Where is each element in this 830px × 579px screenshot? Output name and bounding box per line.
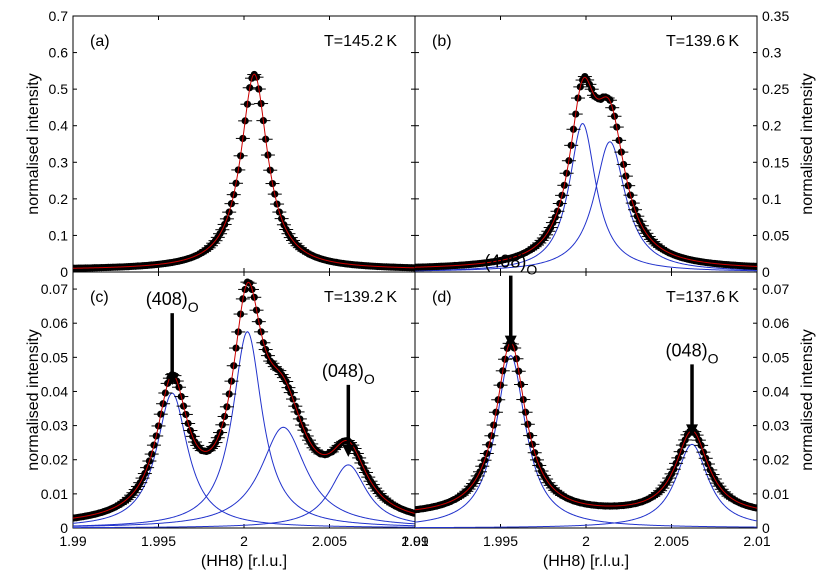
y-tick-label: 0.03 [762, 418, 789, 434]
y-tick-label: 0 [762, 264, 770, 280]
axes-frame [414, 15, 758, 273]
y-axis-label: normalised intensity [799, 329, 816, 470]
peak-arrowhead [504, 335, 517, 348]
y-tick-label: 0.05 [41, 349, 68, 365]
reflection-subscript: O [364, 371, 375, 387]
component-fit-line [415, 141, 757, 272]
chart-panel: 0 0.01 0.02 0.03 0.04 0.05 0.06 0.07 1.99 1.995 2 2… [401, 252, 816, 570]
axes-frame [72, 15, 416, 273]
y-tick-label: 0.03 [41, 418, 68, 434]
reflection-label: (048)O [666, 340, 719, 366]
y-tick-label: 0.04 [41, 383, 68, 399]
panel-label: (a) [90, 33, 110, 50]
y-tick-label: 0.07 [762, 281, 789, 297]
reflection-label: (048)O [322, 361, 375, 387]
component-fit-line [73, 331, 415, 527]
chart-panel: 0 0.1 0.2 0.3 0.4 0.5 0.6 0.7 normalised intensi… [25, 8, 416, 280]
x-tick-label: 1.995 [141, 533, 176, 549]
x-tick-label: 1.995 [483, 533, 518, 549]
plot-area [415, 72, 757, 272]
chart-panel: 0 0.05 0.1 0.15 0.2 0.25 0.3 0.35 normalised int… [414, 8, 816, 280]
y-tick-label: 0.5 [49, 81, 69, 97]
component-fit-line [415, 443, 757, 528]
y-tick-label: 0.02 [41, 452, 68, 468]
component-fit-line [415, 355, 757, 528]
reflection-subscript: O [526, 262, 537, 278]
x-axis-label: (HH8) [r.l.u.] [543, 553, 629, 570]
reflection-index: (408) [484, 252, 526, 272]
reflection-label: (408)O [484, 252, 537, 278]
panel-label: (b) [432, 33, 452, 50]
reflection-index: (048) [322, 361, 364, 381]
axes-frame [72, 271, 416, 529]
y-tick-label: 0.25 [762, 81, 789, 97]
x-tick-label: 2.01 [401, 533, 428, 549]
y-tick-label: 0.01 [762, 486, 789, 502]
y-tick-label: 0.07 [41, 281, 68, 297]
x-tick-label: 1.99 [59, 533, 86, 549]
component-fit-line [73, 464, 415, 528]
panel-label: (c) [90, 289, 109, 306]
y-tick-label: 0.04 [762, 383, 789, 399]
temperature-annotation: T=139.2 K [324, 289, 397, 306]
y-tick-label: 0.1 [762, 191, 782, 207]
reflection-subscript: O [708, 350, 719, 366]
y-tick-label: 0 [60, 264, 68, 280]
y-tick-label: 0.6 [49, 45, 69, 61]
y-tick-label: 0.35 [762, 8, 789, 24]
reflection-subscript: O [188, 299, 199, 315]
y-tick-label: 0.05 [762, 349, 789, 365]
y-tick-label: 0.15 [762, 154, 789, 170]
peak-arrowhead [686, 424, 699, 437]
y-tick-label: 0.3 [49, 154, 69, 170]
x-tick-label: 1.99 [401, 533, 428, 549]
peak-arrowhead [166, 373, 179, 386]
temperature-annotation: T=137.6 K [666, 289, 739, 306]
x-tick-label: 2.005 [654, 533, 689, 549]
panel-label: (d) [432, 289, 452, 306]
y-tick-label: 0 [60, 520, 68, 536]
component-fit-line [73, 426, 415, 527]
reflection-index: (408) [146, 289, 188, 309]
y-axis-label: normalised intensity [25, 73, 42, 214]
plot-area [73, 70, 415, 272]
total-fit-line [415, 76, 757, 268]
plot-area [73, 278, 415, 528]
x-tick-label: 2.01 [743, 533, 770, 549]
y-tick-label: 0.2 [49, 191, 69, 207]
reflection-index: (048) [666, 340, 708, 360]
y-tick-label: 0.1 [49, 227, 69, 243]
chart-panel: 0 0.01 0.02 0.03 0.04 0.05 0.06 0.07 1.99 1.995 2 2… [25, 271, 429, 570]
y-tick-label: 0.01 [41, 486, 68, 502]
x-tick-label: 2 [582, 533, 590, 549]
reflection-label: (408)O [146, 289, 199, 315]
y-axis-label: normalised intensity [799, 73, 816, 214]
temperature-annotation: T=139.6 K [666, 33, 739, 50]
plot-area [415, 339, 757, 528]
y-tick-label: 0.02 [762, 452, 789, 468]
y-tick-label: 0.06 [762, 315, 789, 331]
y-tick-label: 0.3 [762, 45, 782, 61]
y-tick-label: 0 [762, 520, 770, 536]
component-fit-line [73, 392, 415, 528]
x-tick-label: 2.005 [312, 533, 347, 549]
y-tick-label: 0.05 [762, 227, 789, 243]
temperature-annotation: T=145.2 K [324, 33, 397, 50]
x-axis-label: (HH8) [r.l.u.] [201, 553, 287, 570]
component-fit-line [415, 122, 757, 272]
y-tick-label: 0.06 [41, 315, 68, 331]
x-tick-label: 2 [240, 533, 248, 549]
y-tick-label: 0.4 [49, 118, 69, 134]
total-fit-line [73, 281, 415, 519]
y-tick-label: 0.7 [49, 8, 69, 24]
y-tick-label: 0.2 [762, 118, 782, 134]
y-axis-label: normalised intensity [25, 329, 42, 470]
total-fit-line [73, 73, 415, 269]
total-fit-line [415, 342, 757, 511]
peak-arrowhead [342, 444, 355, 457]
